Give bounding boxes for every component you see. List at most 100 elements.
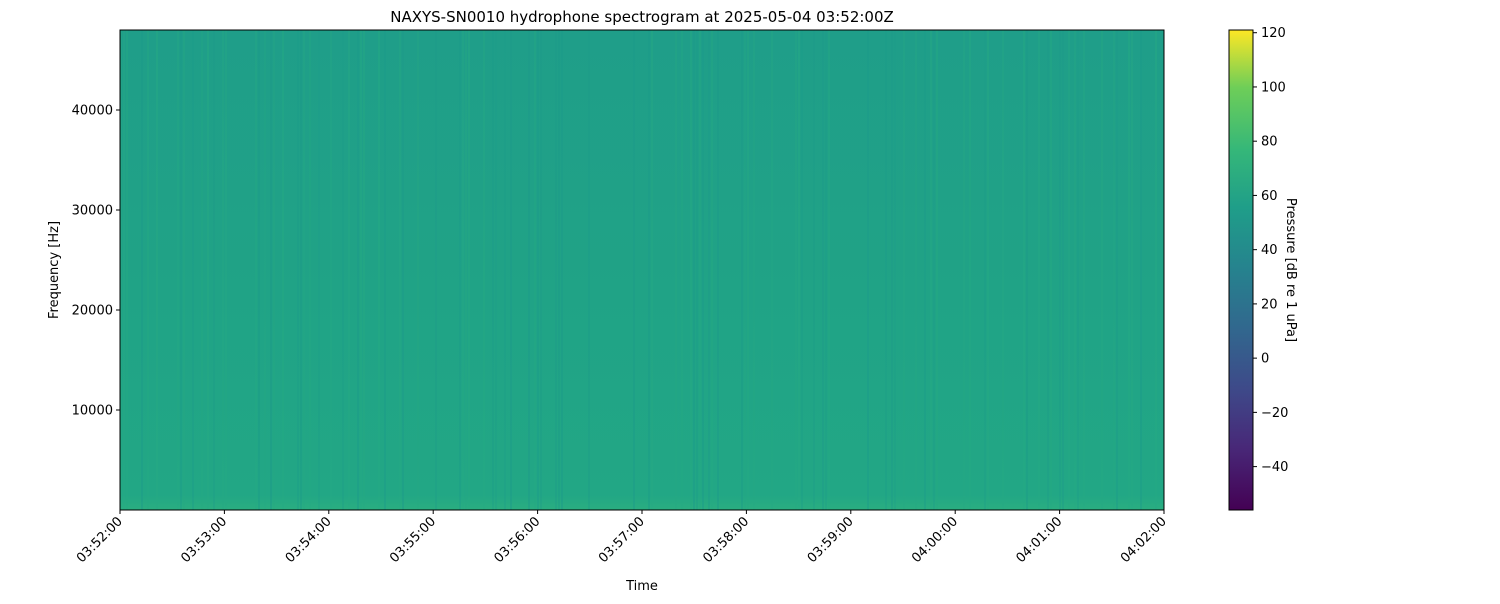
x-tick-label: 04:00:00 (909, 514, 961, 566)
spectrogram-column (885, 30, 887, 510)
spectrogram-column (510, 30, 512, 510)
spectrogram-column (828, 30, 830, 510)
spectrogram-column (360, 30, 362, 510)
spectrogram-column (984, 30, 986, 510)
spectrogram-column (309, 30, 311, 510)
spectrogram-column (462, 30, 464, 510)
spectrogram-column (180, 30, 182, 510)
colorbar-label: Pressure [dB re 1 uPa] (1283, 198, 1298, 342)
spectrogram-column (1077, 30, 1079, 510)
spectrogram-column (270, 30, 272, 510)
spectrogram-column (1047, 30, 1049, 510)
spectrogram-column (1113, 30, 1115, 510)
spectrogram-column (264, 30, 266, 510)
y-tick-label: 10000 (72, 404, 113, 419)
spectrogram-column (483, 30, 485, 510)
spectrogram-column (183, 30, 185, 510)
colorbar-tick-label: 80 (1261, 135, 1278, 150)
spectrogram-column (933, 30, 935, 510)
spectrogram-column (741, 30, 743, 510)
colorbar-tick-label: −40 (1261, 460, 1288, 475)
plot-area (119, 29, 1165, 511)
colorbar-tick-label: 60 (1261, 189, 1278, 204)
spectrogram-column (417, 30, 419, 510)
spectrogram-column (771, 30, 773, 510)
x-tick-label: 04:02:00 (1118, 514, 1170, 566)
y-tick-label: 40000 (72, 104, 113, 119)
x-tick-label: 03:55:00 (387, 514, 439, 566)
spectrogram-column (1083, 30, 1085, 510)
spectrogram-column (402, 30, 404, 510)
spectrogram-column (894, 30, 896, 510)
spectrogram-column (1101, 30, 1103, 510)
spectrogram-column (177, 30, 179, 510)
spectrogram-column (222, 30, 224, 510)
spectrogram-column (867, 30, 869, 510)
spectrogram-column (528, 30, 530, 510)
spectrogram-column (201, 30, 203, 510)
spectrogram-column (822, 30, 824, 510)
spectrogram-column (123, 30, 125, 510)
spectrogram-column (459, 30, 461, 510)
spectrogram-column (540, 30, 542, 510)
spectrogram-column (747, 30, 749, 510)
x-axis-label: Time (625, 579, 658, 594)
spectrogram-column (891, 30, 893, 510)
spectrogram-column (633, 30, 635, 510)
spectrogram-column (399, 30, 401, 510)
spectrogram-column (255, 30, 257, 510)
spectrogram-column (156, 30, 158, 510)
y-axis-label: Frequency [Hz] (47, 221, 62, 319)
spectrogram-column (492, 30, 494, 510)
x-tick-label: 03:54:00 (283, 514, 335, 566)
spectrogram-column (282, 30, 284, 510)
spectrogram-column (330, 30, 332, 510)
spectrogram-column (141, 30, 143, 510)
spectrogram-column (225, 30, 227, 510)
spectrogram-column (1074, 30, 1076, 510)
spectrogram-column (717, 30, 719, 510)
spectrogram-column (744, 30, 746, 510)
spectrogram-column (681, 30, 683, 510)
spectrogram-column (126, 30, 128, 510)
spectrogram-column (318, 30, 320, 510)
spectrogram-column (561, 30, 563, 510)
spectrogram-column (495, 30, 497, 510)
y-tick-label: 20000 (72, 304, 113, 319)
x-tick-label: 03:52:00 (74, 514, 126, 566)
spectrogram-column (699, 30, 701, 510)
spectrogram-column (363, 30, 365, 510)
spectrogram-column (798, 30, 800, 510)
spectrogram-column (273, 30, 275, 510)
spectrogram-column (651, 30, 653, 510)
spectrogram-column (648, 30, 650, 510)
colorbar-tick-label: 120 (1261, 26, 1286, 41)
spectrogram-column (915, 30, 917, 510)
spectrogram-column (795, 30, 797, 510)
spectrogram-column (465, 30, 467, 510)
spectrogram-column (903, 30, 905, 510)
spectrogram-column (192, 30, 194, 510)
spectrogram-column (813, 30, 815, 510)
spectrogram-column (969, 30, 971, 510)
spectrogram-column (1023, 30, 1025, 510)
spectrogram-column (1050, 30, 1052, 510)
spectrogram-column (588, 30, 590, 510)
spectrogram-column (297, 30, 299, 510)
chart-title: NAXYS-SN0010 hydrophone spectrogram at 2… (390, 8, 894, 26)
x-tick-label: 03:59:00 (805, 514, 857, 566)
spectrogram-column (435, 30, 437, 510)
spectrogram-column (534, 30, 536, 510)
spectrogram-column (1002, 30, 1004, 510)
spectrogram-column (753, 30, 755, 510)
spectrogram-column (1026, 30, 1028, 510)
spectrogram-column (963, 30, 965, 510)
spectrogram-column (120, 30, 122, 510)
spectrogram-column (147, 30, 149, 510)
spectrogram-column (300, 30, 302, 510)
spectrogram-column (342, 30, 344, 510)
spectrogram-column (537, 30, 539, 510)
spectrogram-column (1062, 30, 1064, 510)
spectrogram-column (930, 30, 932, 510)
